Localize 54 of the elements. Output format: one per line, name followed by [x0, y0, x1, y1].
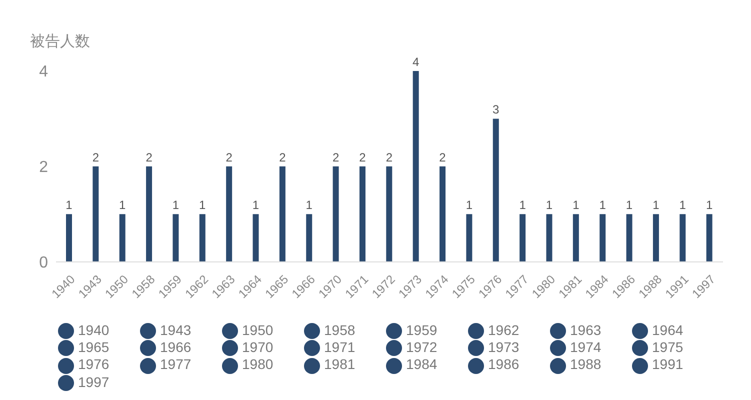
data-label: 2 — [386, 150, 393, 164]
legend-label: 1962 — [488, 322, 520, 338]
legend-label: 1986 — [488, 356, 520, 372]
data-label: 2 — [439, 150, 446, 164]
legend-label: 1977 — [160, 356, 192, 372]
data-label: 3 — [492, 102, 500, 117]
data-label: 4 — [412, 55, 420, 69]
legend-label: 1972 — [406, 339, 438, 356]
data-label: 1 — [172, 198, 180, 212]
y-tick-label: 0 — [39, 254, 48, 272]
data-label: 1 — [706, 198, 713, 212]
data-label: 2 — [92, 150, 100, 164]
legend-label: 1984 — [406, 356, 438, 372]
data-label: 1 — [572, 198, 580, 212]
data-label: 1 — [252, 198, 260, 212]
legend-label: 1970 — [242, 339, 274, 356]
data-label: 2 — [279, 150, 286, 164]
legend-label: 1958 — [324, 322, 356, 338]
legend-label: 1975 — [652, 339, 684, 356]
legend-label: 1971 — [324, 339, 356, 356]
legend-label: 1973 — [488, 339, 520, 356]
data-label: 2 — [332, 150, 340, 164]
y-axis-title: 被告人数 — [29, 32, 91, 51]
legend-label: 1950 — [242, 322, 274, 338]
data-label: 1 — [199, 198, 206, 212]
data-label: 1 — [519, 198, 526, 212]
data-label: 1 — [466, 198, 473, 212]
legend-label: 1959 — [406, 322, 438, 338]
data-label: 1 — [306, 198, 313, 212]
y-tick-label: 2 — [39, 159, 48, 176]
data-label: 1 — [599, 198, 606, 212]
data-label: 1 — [652, 198, 660, 212]
legend-label: 1991 — [652, 356, 684, 372]
legend-label: 1966 — [160, 339, 192, 356]
legend-label: 1980 — [242, 356, 274, 372]
legend-label: 1974 — [570, 339, 602, 356]
data-label: 1 — [66, 198, 73, 212]
data-label: 1 — [626, 198, 633, 212]
data-label: 1 — [679, 198, 686, 212]
legend-label: 1988 — [570, 356, 602, 372]
legend-label: 1963 — [570, 322, 602, 338]
legend-label: 1997 — [78, 374, 110, 390]
legend-label: 1976 — [78, 356, 110, 372]
data-label: 2 — [146, 150, 153, 164]
data-label: 2 — [226, 150, 233, 164]
legend-label: 1965 — [78, 339, 110, 356]
legend-label: 1940 — [78, 322, 110, 338]
legend-label: 1964 — [652, 322, 684, 338]
legend-label: 1943 — [160, 322, 192, 338]
y-tick-label: 4 — [39, 64, 48, 81]
legend-label: 1981 — [324, 356, 356, 372]
data-label: 1 — [546, 198, 553, 212]
data-label: 1 — [119, 198, 126, 212]
data-label: 2 — [359, 150, 366, 164]
